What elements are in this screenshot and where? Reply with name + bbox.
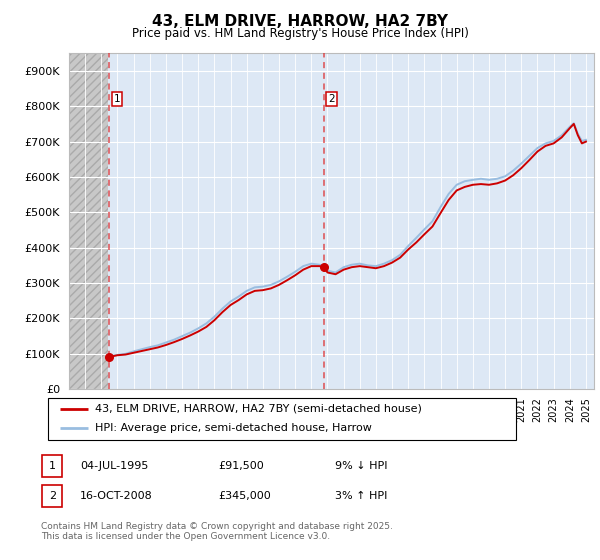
Text: 2: 2 — [49, 491, 56, 501]
Text: 43, ELM DRIVE, HARROW, HA2 7BY (semi-detached house): 43, ELM DRIVE, HARROW, HA2 7BY (semi-det… — [95, 404, 422, 414]
Text: 1: 1 — [49, 461, 56, 471]
Text: 43, ELM DRIVE, HARROW, HA2 7BY: 43, ELM DRIVE, HARROW, HA2 7BY — [152, 14, 448, 29]
Text: 3% ↑ HPI: 3% ↑ HPI — [335, 491, 387, 501]
Text: Price paid vs. HM Land Registry's House Price Index (HPI): Price paid vs. HM Land Registry's House … — [131, 27, 469, 40]
Text: 04-JUL-1995: 04-JUL-1995 — [80, 461, 148, 471]
Text: 1: 1 — [113, 94, 120, 104]
Text: £91,500: £91,500 — [218, 461, 263, 471]
Bar — [69, 53, 108, 389]
Text: Contains HM Land Registry data © Crown copyright and database right 2025.
This d: Contains HM Land Registry data © Crown c… — [41, 522, 392, 542]
Text: HPI: Average price, semi-detached house, Harrow: HPI: Average price, semi-detached house,… — [95, 423, 371, 433]
Text: 16-OCT-2008: 16-OCT-2008 — [80, 491, 152, 501]
Text: 9% ↓ HPI: 9% ↓ HPI — [335, 461, 388, 471]
Text: 2: 2 — [328, 94, 335, 104]
Text: £345,000: £345,000 — [218, 491, 271, 501]
